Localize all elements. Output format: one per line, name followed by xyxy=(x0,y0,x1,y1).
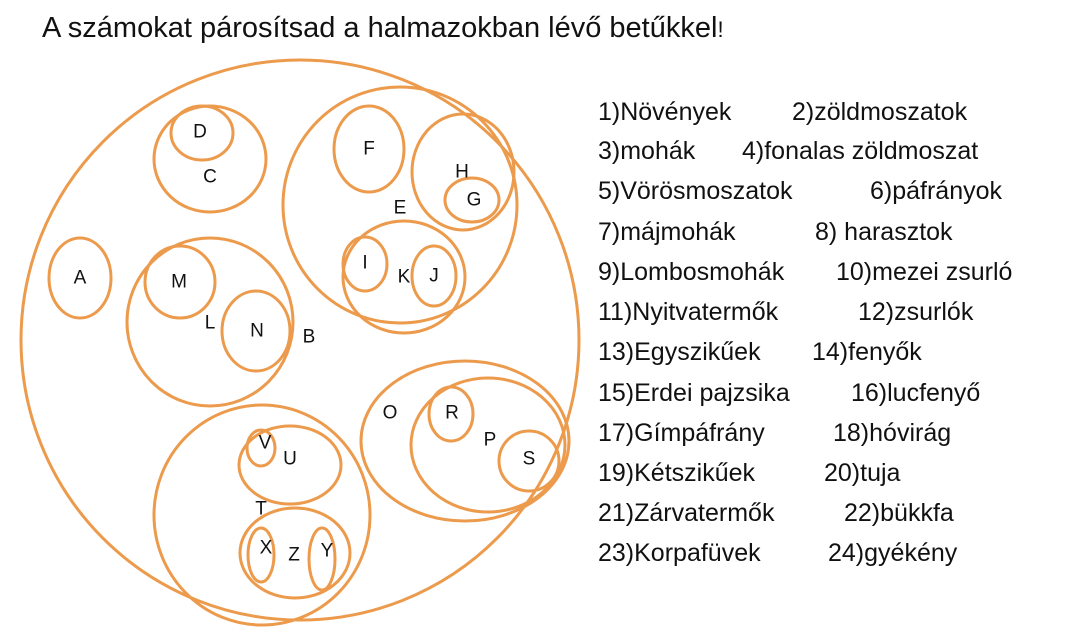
list-item: 3)mohák xyxy=(598,137,696,165)
label-l: L xyxy=(205,313,216,334)
set-y xyxy=(307,526,337,592)
set-n xyxy=(220,289,292,373)
label-x: X xyxy=(260,538,273,559)
list-row: 9)Lombosmohák 10)mezei zsurló xyxy=(598,258,1068,294)
set-p xyxy=(409,376,567,514)
label-e: E xyxy=(394,198,407,219)
list-item: 4)fonalas zöldmoszat xyxy=(742,137,979,165)
list-item: 20)tuja xyxy=(824,459,901,487)
set-k xyxy=(341,219,467,335)
list-row: 17)Gímpáfrány 18)hóvirág xyxy=(598,419,1068,455)
label-k: K xyxy=(398,267,411,288)
set-t xyxy=(152,403,372,627)
set-l xyxy=(125,236,295,408)
label-u: U xyxy=(283,449,297,470)
set-u xyxy=(237,424,343,506)
set-b-outer xyxy=(19,58,581,622)
set-i xyxy=(341,235,389,293)
list-row: 19)Kétszikűek 20)tuja xyxy=(598,459,1068,495)
set-r xyxy=(427,385,475,443)
label-a: A xyxy=(74,268,87,289)
label-y: Y xyxy=(321,541,334,562)
set-g xyxy=(443,176,501,224)
list-item: 24)gyékény xyxy=(828,539,958,567)
list-row: 5)Vörösmoszatok 6)páfrányok xyxy=(598,177,1068,213)
set-f xyxy=(332,104,406,194)
list-item: 14)fenyők xyxy=(812,338,922,366)
set-diagram: A B C D E F G H I J K L M N O P R S T U … xyxy=(19,58,581,627)
label-i: I xyxy=(362,253,367,274)
list-row: 23)Korpafüvek 24)gyékény xyxy=(598,539,1068,575)
list-item: 9)Lombosmohák xyxy=(598,258,785,286)
list-item: 6)páfrányok xyxy=(870,177,1003,205)
list-item: 1)Növények xyxy=(598,98,732,126)
list-item: 23)Korpafüvek xyxy=(598,539,761,567)
list-item: 8) harasztok xyxy=(815,218,953,246)
set-d xyxy=(169,104,235,162)
label-t: T xyxy=(255,499,267,520)
list-row: 7)májmohák 8) harasztok xyxy=(598,218,1068,254)
label-m: M xyxy=(171,272,187,293)
title-text: A számokat párosítsad a halmazokban lévő… xyxy=(42,12,718,44)
label-j: J xyxy=(429,266,439,287)
set-o xyxy=(359,359,571,523)
list-row: 3)mohák 4)fonalas zöldmoszat xyxy=(598,137,1068,173)
label-n: N xyxy=(250,321,264,342)
set-v xyxy=(245,428,277,468)
label-o: O xyxy=(383,403,398,424)
label-v: V xyxy=(259,433,272,454)
label-h: H xyxy=(455,162,469,183)
label-b: B xyxy=(303,327,316,348)
label-g: G xyxy=(467,190,482,211)
list-item: 21)Zárvatermők xyxy=(598,499,775,527)
list-row: 15)Erdei pajzsika 16)lucfenyő xyxy=(598,379,1068,415)
list-row: 11)Nyitvatermők 12)zsurlók xyxy=(598,298,1068,334)
label-p: P xyxy=(484,430,497,451)
set-m xyxy=(143,244,217,320)
list-item: 17)Gímpáfrány xyxy=(598,419,765,447)
list-item: 11)Nyitvatermők xyxy=(598,298,779,326)
label-d: D xyxy=(193,122,207,143)
set-h xyxy=(410,112,516,232)
list-item: 7)májmohák xyxy=(598,218,736,246)
list-row: 1)Növények 2)zöldmoszatok xyxy=(598,98,1068,134)
list-item: 18)hóvirág xyxy=(833,419,952,447)
list-row: 13)Egyszikűek 14)fenyők xyxy=(598,338,1068,374)
title-punct: ! xyxy=(717,17,724,42)
set-e xyxy=(281,85,519,325)
list-item: 10)mezei zsurló xyxy=(836,258,1013,286)
list-item: 5)Vörösmoszatok xyxy=(598,177,793,205)
list-item: 19)Kétszikűek xyxy=(598,459,756,487)
list-item: 2)zöldmoszatok xyxy=(792,98,968,126)
list-item: 12)zsurlók xyxy=(858,298,974,326)
label-s: S xyxy=(523,449,536,470)
list-item: 15)Erdei pajzsika xyxy=(598,379,790,407)
set-s xyxy=(497,429,561,493)
set-x xyxy=(246,526,276,584)
list-item: 16)lucfenyő xyxy=(851,379,981,407)
label-f: F xyxy=(363,139,375,160)
label-c: C xyxy=(203,167,217,188)
list-item: 13)Egyszikűek xyxy=(598,338,761,366)
label-r: R xyxy=(445,403,459,424)
set-z xyxy=(238,506,352,600)
set-a xyxy=(47,236,113,320)
list-row: 21)Zárvatermők 22)bükkfa xyxy=(598,499,1068,535)
list-item: 22)bükkfa xyxy=(844,499,954,527)
page-title: A számokat párosítsad a halmazokban lévő… xyxy=(42,12,724,45)
label-z: Z xyxy=(288,545,300,566)
set-j xyxy=(410,244,458,308)
